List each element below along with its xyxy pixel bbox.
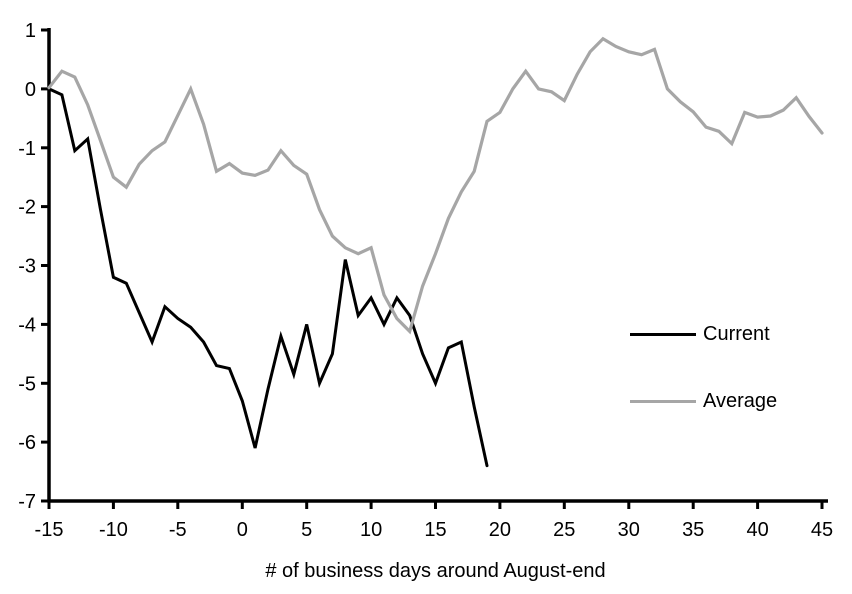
y-tick-label: -7	[18, 491, 36, 513]
legend-label-average: Average	[703, 390, 778, 412]
y-tick-label: -6	[18, 432, 36, 454]
y-tick-label: 1	[25, 20, 36, 42]
x-tick-label: 45	[811, 519, 833, 541]
y-tick-label: 0	[25, 79, 36, 101]
series-current	[47, 87, 489, 468]
x-tick-label: 25	[553, 519, 575, 541]
y-tick-label: -1	[18, 138, 36, 160]
x-tick-label: -15	[35, 519, 64, 541]
y-tick-label: -3	[18, 256, 36, 278]
x-tick-label: 30	[618, 519, 640, 541]
x-tick-label: -5	[169, 519, 187, 541]
x-tick-label: 35	[682, 519, 704, 541]
series-average	[47, 36, 824, 335]
x-tick-label: 15	[424, 519, 446, 541]
legend-line-current	[630, 332, 696, 336]
y-tick-label: -2	[18, 197, 36, 219]
legend-item-current: Current	[630, 323, 770, 345]
x-tick-label: 5	[301, 519, 312, 541]
y-tick-label: -4	[18, 314, 36, 336]
x-axis-title: # of business days around August-end	[265, 560, 606, 582]
x-tick-label: 10	[360, 519, 382, 541]
legend-label-current: Current	[703, 323, 770, 345]
y-tick-label: -5	[18, 373, 36, 395]
x-tick-label: -10	[99, 519, 128, 541]
legend-line-average	[630, 399, 696, 403]
x-tick-label: 0	[237, 519, 248, 541]
x-tick-label: 20	[489, 519, 511, 541]
legend-item-average: Average	[630, 390, 777, 412]
axes	[47, 28, 828, 503]
x-tick-label: 40	[746, 519, 768, 541]
